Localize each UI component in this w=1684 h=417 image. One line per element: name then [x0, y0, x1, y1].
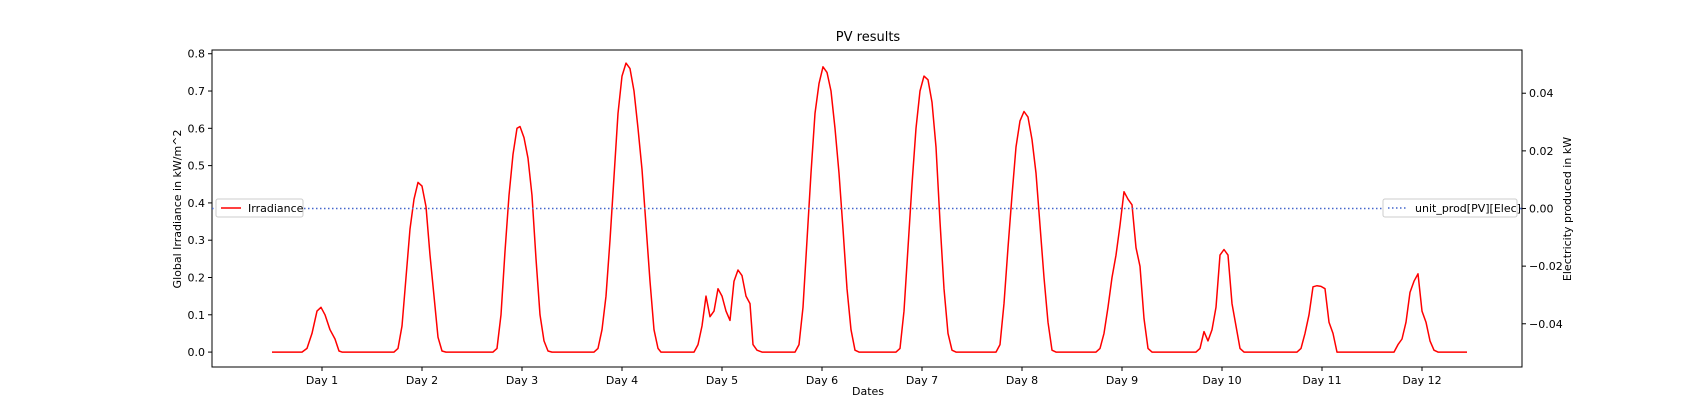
- legend-unit-prod: unit_prod[PV][Elec]: [1382, 198, 1521, 218]
- left-y-axis: 0.0 0.1 0.2 0.3 0.4 0.5 0.6 0.7 0.8: [188, 48, 212, 359]
- y-right-tick-label: 0.04: [1529, 87, 1554, 100]
- x-tick-label: Day 3: [506, 374, 538, 387]
- x-tick-label: Day 1: [306, 374, 338, 387]
- y-left-tick-label: 0.4: [188, 197, 206, 210]
- y-left-tick-label: 0.2: [188, 271, 206, 284]
- x-tick-label: Day 7: [906, 374, 938, 387]
- chart-title: PV results: [836, 30, 901, 45]
- x-axis: Day 1 Day 2 Day 3 Day 4 Day 5 Day 6 Day 7 Day 8…: [306, 367, 1442, 387]
- y-right-tick-label: −0.04: [1529, 318, 1563, 331]
- legend-irradiance-box: [215, 198, 304, 218]
- right-y-axis: −0.04 −0.02 0.00 0.02 0.04: [1522, 87, 1563, 331]
- y-right-tick-label: −0.02: [1529, 260, 1563, 273]
- x-tick-label: Day 8: [1006, 374, 1038, 387]
- legend-irradiance: Irradiance: [215, 198, 304, 218]
- y-left-tick-label: 0.1: [188, 309, 206, 322]
- y-axis-right-label: Electricity produced in kW: [1561, 137, 1574, 281]
- y-left-tick-label: 0.0: [188, 346, 206, 359]
- legend-unit-prod-label: unit_prod[PV][Elec]: [1415, 202, 1521, 215]
- legend-unit-prod-box: [1382, 198, 1518, 218]
- y-right-tick-label: 0.02: [1529, 145, 1554, 158]
- x-tick-label: Day 6: [806, 374, 838, 387]
- x-tick-label: Day 11: [1302, 374, 1341, 387]
- x-tick-label: Day 12: [1402, 374, 1441, 387]
- legend-irradiance-label: Irradiance: [248, 202, 304, 215]
- y-right-tick-label: 0.00: [1529, 203, 1554, 216]
- x-tick-label: Day 5: [706, 374, 738, 387]
- x-tick-label: Day 2: [406, 374, 438, 387]
- x-tick-label: Day 9: [1106, 374, 1138, 387]
- y-left-tick-label: 0.6: [188, 122, 206, 135]
- y-left-tick-label: 0.7: [188, 85, 206, 98]
- y-axis-left-label: Global Irradiance in kW/m^2: [171, 130, 184, 289]
- series-layer: [212, 62, 1522, 353]
- series-line-irradiance: [272, 62, 1467, 353]
- x-tick-label: Day 10: [1202, 374, 1241, 387]
- x-axis-label: Dates: [852, 385, 884, 398]
- y-left-tick-label: 0.5: [188, 160, 206, 173]
- y-left-tick-label: 0.8: [188, 48, 206, 61]
- y-left-tick-label: 0.3: [188, 234, 206, 247]
- x-tick-label: Day 4: [606, 374, 638, 387]
